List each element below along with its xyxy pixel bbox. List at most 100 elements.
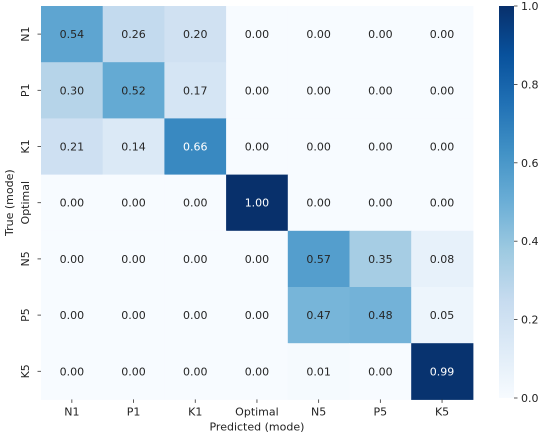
cell-value-label: 0.30	[60, 84, 85, 97]
heatmap-cell	[164, 174, 227, 232]
cell-value-label: 0.66	[183, 141, 208, 154]
cell-value-label: 0.47	[306, 309, 331, 322]
cell-value-label: 0.00	[430, 84, 455, 97]
x-axis-ticks: N1 P1 K1 Optimal N5 P5 K5	[64, 399, 449, 418]
colorbar-tick-label: 0.6	[521, 157, 539, 170]
cell-value-label: 0.99	[430, 365, 455, 378]
heatmap-cell	[411, 230, 474, 288]
cell-value-label: 0.00	[183, 197, 208, 210]
y-tick-label: Optimal	[19, 181, 32, 225]
cell-value-label: 0.00	[121, 309, 146, 322]
cell-value-label: 0.00	[306, 84, 331, 97]
cell-value-label: 0.00	[430, 197, 455, 210]
heatmap-cell	[287, 62, 350, 119]
heatmap-cell	[102, 62, 165, 119]
cell-value-label: 0.00	[121, 197, 146, 210]
cell-value-label: 0.57	[306, 253, 331, 266]
y-tick-label: K1	[19, 139, 32, 153]
colorbar-tick-label: 0.0	[521, 392, 539, 405]
cell-value-label: 0.00	[245, 253, 270, 266]
heatmap-cell	[226, 230, 289, 288]
heatmap-cell	[349, 62, 412, 119]
x-tick-label: Optimal	[235, 405, 279, 418]
heatmap-cell	[411, 287, 474, 344]
heatmap-cell	[41, 174, 104, 232]
heatmap-cell	[226, 6, 289, 63]
colorbar-gradient	[499, 6, 514, 398]
heatmap-cell	[349, 287, 412, 344]
y-tick-label: N5	[19, 251, 32, 266]
y-axis-ticks: N1 P1 K1 Optimal N5 P5 K5	[19, 26, 41, 378]
cell-value-label: 0.00	[368, 84, 393, 97]
cell-value-label: 0.00	[245, 84, 270, 97]
heatmap-cell	[102, 118, 165, 176]
heatmap-cell	[164, 230, 227, 288]
cell-value-label: 0.00	[183, 365, 208, 378]
cell-value-label: 0.17	[183, 84, 208, 97]
cell-value-label: 0.00	[430, 28, 455, 41]
heatmap-cell	[226, 343, 289, 400]
cell-value-label: 0.00	[368, 28, 393, 41]
y-tick-label: P1	[19, 83, 32, 97]
heatmap-cell	[226, 287, 289, 344]
heatmap-cell	[41, 343, 104, 400]
cell-value-label: 0.00	[183, 253, 208, 266]
cell-value-label: 0.00	[60, 309, 85, 322]
cell-value-label: 0.00	[368, 365, 393, 378]
cell-value-label: 0.05	[430, 309, 455, 322]
cell-value-label: 0.00	[368, 141, 393, 154]
x-axis-label: Predicted (mode)	[209, 420, 304, 433]
cell-value-label: 0.21	[60, 141, 85, 154]
cell-value-label: 0.54	[60, 28, 85, 41]
cell-value-label: 0.52	[121, 84, 146, 97]
x-tick-label: P5	[374, 405, 388, 418]
cell-value-label: 0.00	[368, 197, 393, 210]
y-tick-label: P5	[19, 308, 32, 322]
heatmap-cells: 0.54 0.26 0.20 0.00 0.00 0.00 0.00 0.30 0.52 0.17…	[41, 6, 474, 400]
heatmap-cell	[287, 118, 350, 176]
cell-value-label: 0.00	[183, 309, 208, 322]
heatmap-cell	[164, 343, 227, 400]
x-tick-label: P1	[127, 405, 141, 418]
x-tick-label: N5	[311, 405, 326, 418]
cell-value-label: 0.00	[60, 365, 85, 378]
heatmap-cell	[349, 343, 412, 400]
cell-value-label: 0.00	[306, 141, 331, 154]
heatmap-cell	[41, 287, 104, 344]
heatmap-cell	[102, 230, 165, 288]
heatmap-cell	[226, 174, 289, 232]
heatmap-cell	[411, 343, 474, 400]
heatmap-cell	[349, 118, 412, 176]
cell-value-label: 0.00	[245, 141, 270, 154]
colorbar-tick-label: 0.8	[521, 78, 539, 91]
heatmap-cell	[287, 230, 350, 288]
cell-value-label: 0.00	[245, 365, 270, 378]
cell-value-label: 0.00	[60, 197, 85, 210]
heatmap-cell	[349, 230, 412, 288]
cell-value-label: 1.00	[245, 197, 270, 210]
cell-value-label: 0.00	[121, 253, 146, 266]
cell-value-label: 0.00	[306, 197, 331, 210]
colorbar-tick-label: 0.4	[521, 235, 539, 248]
heatmap-cell	[102, 6, 165, 63]
heatmap-cell	[226, 118, 289, 176]
heatmap-cell	[102, 343, 165, 400]
colorbar: 0.0 0.2 0.4 0.6 0.8 1.0	[499, 0, 539, 405]
heatmap-cell	[164, 62, 227, 119]
cell-value-label: 0.14	[121, 141, 146, 154]
heatmap-cell	[411, 174, 474, 232]
cell-value-label: 0.00	[245, 309, 270, 322]
heatmap-cell	[41, 230, 104, 288]
heatmap-cell	[41, 6, 104, 63]
heatmap-cell	[411, 6, 474, 63]
cell-value-label: 0.00	[430, 141, 455, 154]
heatmap-cell	[102, 174, 165, 232]
heatmap-cell	[226, 62, 289, 119]
cell-value-label: 0.20	[183, 28, 208, 41]
heatmap-cell	[164, 287, 227, 344]
cell-value-label: 0.00	[121, 365, 146, 378]
colorbar-tick-label: 1.0	[521, 0, 539, 13]
heatmap-cell	[411, 118, 474, 176]
cell-value-label: 0.26	[121, 28, 146, 41]
